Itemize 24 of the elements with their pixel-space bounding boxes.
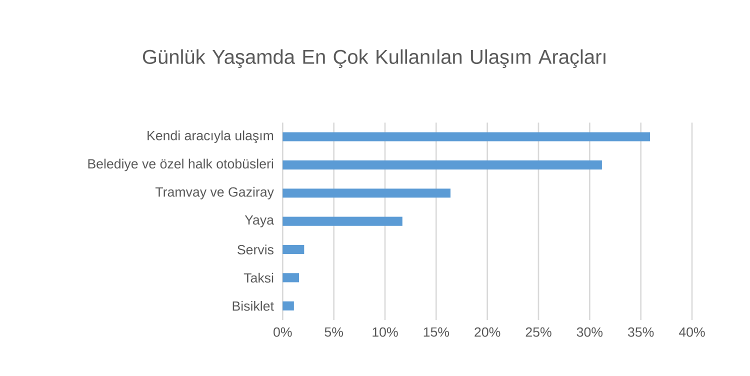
x-tick-label: 35% [628, 327, 654, 337]
x-tick-label: 30% [576, 327, 603, 337]
chart-title: Günlük Yaşamda En Çok Kullanılan Ulaşım Araçları [142, 49, 606, 68]
x-tick-label: 15% [424, 327, 450, 337]
bar [282, 273, 300, 282]
bar [282, 216, 402, 226]
bar [282, 160, 602, 170]
y-tick-label: Tramvay ve Gaziray [155, 186, 274, 200]
bar [282, 301, 294, 310]
y-tick-label: Taksi [244, 272, 274, 283]
x-tick-label: 10% [372, 327, 398, 337]
x-tick-label: 20% [474, 327, 500, 337]
bar [282, 244, 304, 254]
y-tick-label: Belediye ve özel halk otobüsleri [88, 158, 274, 172]
bar [282, 132, 650, 142]
y-tick-label: Kendi aracıyla ulaşım [148, 130, 274, 144]
x-tick-label: 40% [678, 327, 705, 337]
x-tick-label: 25% [526, 327, 552, 337]
x-tick-label: 5% [324, 327, 343, 337]
y-tick-label: Servis [238, 244, 274, 254]
y-tick-label: Bisiklet [232, 301, 274, 311]
bar [282, 188, 450, 198]
x-tick-label: 0% [274, 327, 292, 337]
y-tick-label: Yaya [244, 215, 274, 228]
